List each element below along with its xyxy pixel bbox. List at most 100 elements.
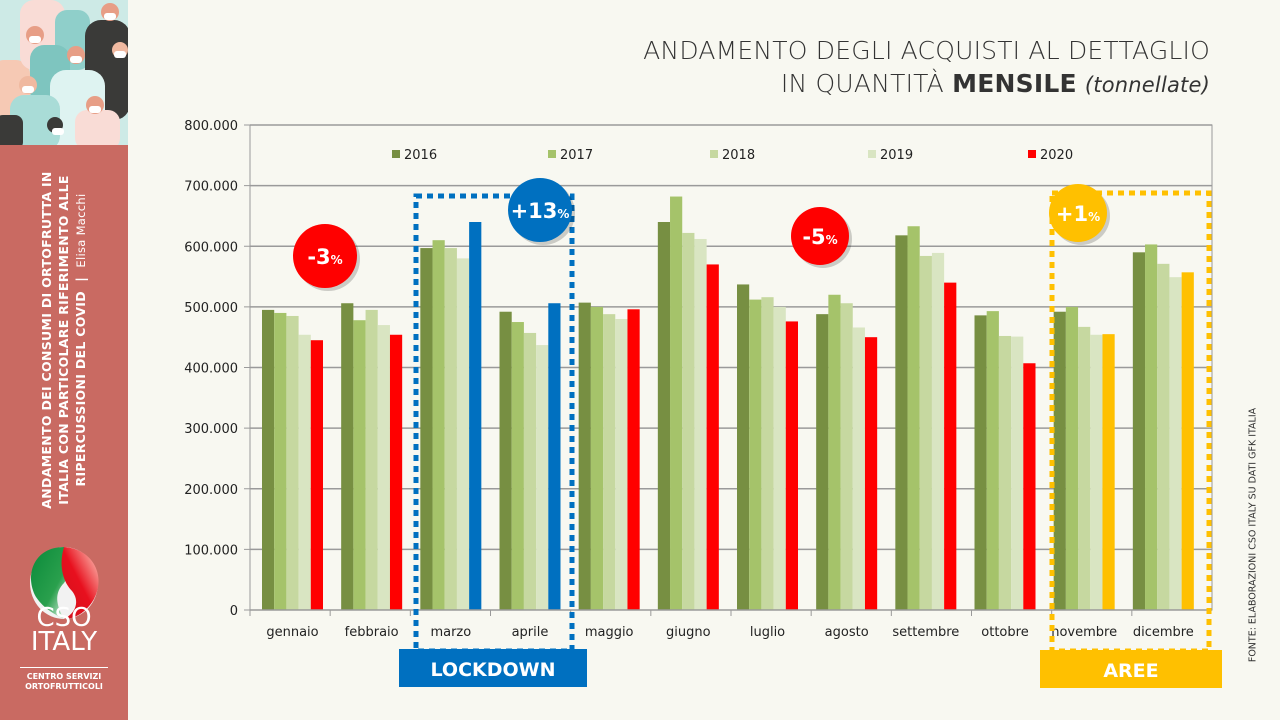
bar-2016-febbraio [341,303,354,610]
bar-2017-gennaio [274,312,287,610]
masked-people-icon [0,0,128,145]
x-axis: gennaio febbraio marzo aprile maggio giugno lu… [249,609,1212,640]
logo-sub-line1: CENTRO SERVIZI [26,672,102,681]
page-title: ANDAMENTO DEGLI ACQUISTI AL DETTAGLIO IN… [643,34,1210,102]
bar-2020-gennaio [310,340,323,610]
bar-2016-gennaio [262,309,275,610]
bar-2016-dicembre [1132,252,1146,610]
bar-2017-ottobre [986,311,999,610]
bar-2019-ottobre [1011,336,1024,610]
bar-2020-novembre [1102,334,1115,610]
legend-swatch-2016 [392,150,400,158]
lockdown-label-box [399,649,587,687]
logo-italy: ITALY [30,627,98,657]
percent-badge [293,224,357,288]
x-tick-label: aprile [512,625,549,640]
bar-2016-giugno [657,222,671,610]
bar-2018-febbraio [365,309,378,610]
bar-2019-agosto [852,327,865,610]
bar-2017-marzo [432,240,445,610]
badge-value: +13 [511,199,558,223]
bar-2017-settembre [907,226,920,610]
legend-swatch-2020 [1028,150,1036,158]
percent-badge-label: +1% [1056,202,1100,226]
bar-2019-settembre [931,252,945,610]
bar-2018-luglio [761,297,774,610]
logo-text-block: CSO ITALY [0,603,128,657]
x-tick-label: luglio [750,625,785,640]
y-tick-label: 0 [230,604,238,619]
bar-2018-novembre [1078,326,1091,610]
legend-swatch-2019 [868,150,876,158]
bar-2018-giugno [682,232,695,610]
source-note: FONTE: ELABORAZIONI CSO ITALY SU DATI GF… [1247,407,1259,663]
legend-label-2016: 2016 [404,148,437,163]
bar-2016-ottobre [974,315,987,610]
logo-divider [20,667,108,668]
lockdown-label: LOCKDOWN [430,659,555,681]
x-tick-label: giugno [666,625,711,640]
bar-2019-febbraio [377,325,390,610]
bar-2019-novembre [1090,334,1103,610]
x-tick-label: marzo [430,625,471,640]
badge-percent-sign: % [826,233,838,247]
badge-value: -5 [802,225,825,249]
bar-2019-giugno [694,238,707,610]
title-line2-bold: MENSILE [952,69,1077,98]
bar-2018-marzo [444,248,457,610]
badge-value: -3 [307,245,330,269]
bar-2020-ottobre [1023,363,1036,610]
bar-2020-giugno [706,264,719,610]
bar-2017-dicembre [1145,244,1158,610]
bar-2017-aprile [511,322,524,610]
bar-2018-aprile [523,332,537,610]
lockdown-dotted-box [413,193,575,654]
y-tick-label: 100.000 [184,543,238,558]
bar-2017-maggio [590,306,604,610]
badge-percent-sign: % [1088,210,1100,224]
sidebar: ANDAMENTO DEI CONSUMI DI ORTOFRUTTA IN I… [0,0,128,720]
bar-2017-giugno [670,196,683,610]
legend-label-2017: 2017 [560,148,593,163]
bar-2020-maggio [627,309,640,610]
percent-badge-label: +13% [511,199,570,223]
bar-2017-febbraio [353,320,366,610]
bar-2016-settembre [895,235,908,610]
x-tick-label: gennaio [266,625,318,640]
logo-cso: CSO [36,603,92,633]
bar-2016-maggio [578,302,591,610]
bar-2018-dicembre [1157,263,1170,610]
bar-2017-novembre [1065,306,1079,610]
legend-label-2018: 2018 [722,148,755,163]
highlight-boxes: LOCKDOWN AREE [399,190,1222,688]
x-tick-label: agosto [825,625,869,640]
x-tick-label: ottobre [981,625,1028,640]
percent-badge-label: -3% [307,245,342,269]
cso-italy-logo-icon [30,547,99,619]
bar-2019-luglio [773,306,786,610]
percent-badge [1049,184,1107,242]
bar-2018-maggio [603,314,616,610]
bar-2019-maggio [615,319,628,610]
y-tick-label: 500.000 [184,301,238,316]
bar-2016-agosto [816,314,829,610]
bar-2017-luglio [749,299,762,610]
aree-label-box [1040,650,1222,688]
y-tick-label: 700.000 [184,180,238,195]
bar-2016-aprile [499,311,512,610]
legend-swatch-2018 [710,150,718,158]
y-tick-label: 600.000 [184,240,238,255]
logo-subtitle: CENTRO SERVIZI ORTOFRUTTICOLI [0,672,128,692]
bar-2018-agosto [840,303,853,610]
x-tick-label: novembre [1051,625,1117,640]
bar-2016-novembre [1053,311,1066,610]
bar-2019-aprile [536,345,549,610]
y-tick-label: 300.000 [184,422,238,437]
bar-2020-dicembre [1181,272,1194,610]
bar-2018-settembre [919,255,932,610]
legend: 2016 2017 2018 2019 2020 [392,148,1073,163]
bar-2020-luglio [785,321,798,610]
bar-2016-luglio [737,284,750,610]
crowd-illustration [0,0,128,145]
y-tick-label: 800.000 [184,119,238,134]
